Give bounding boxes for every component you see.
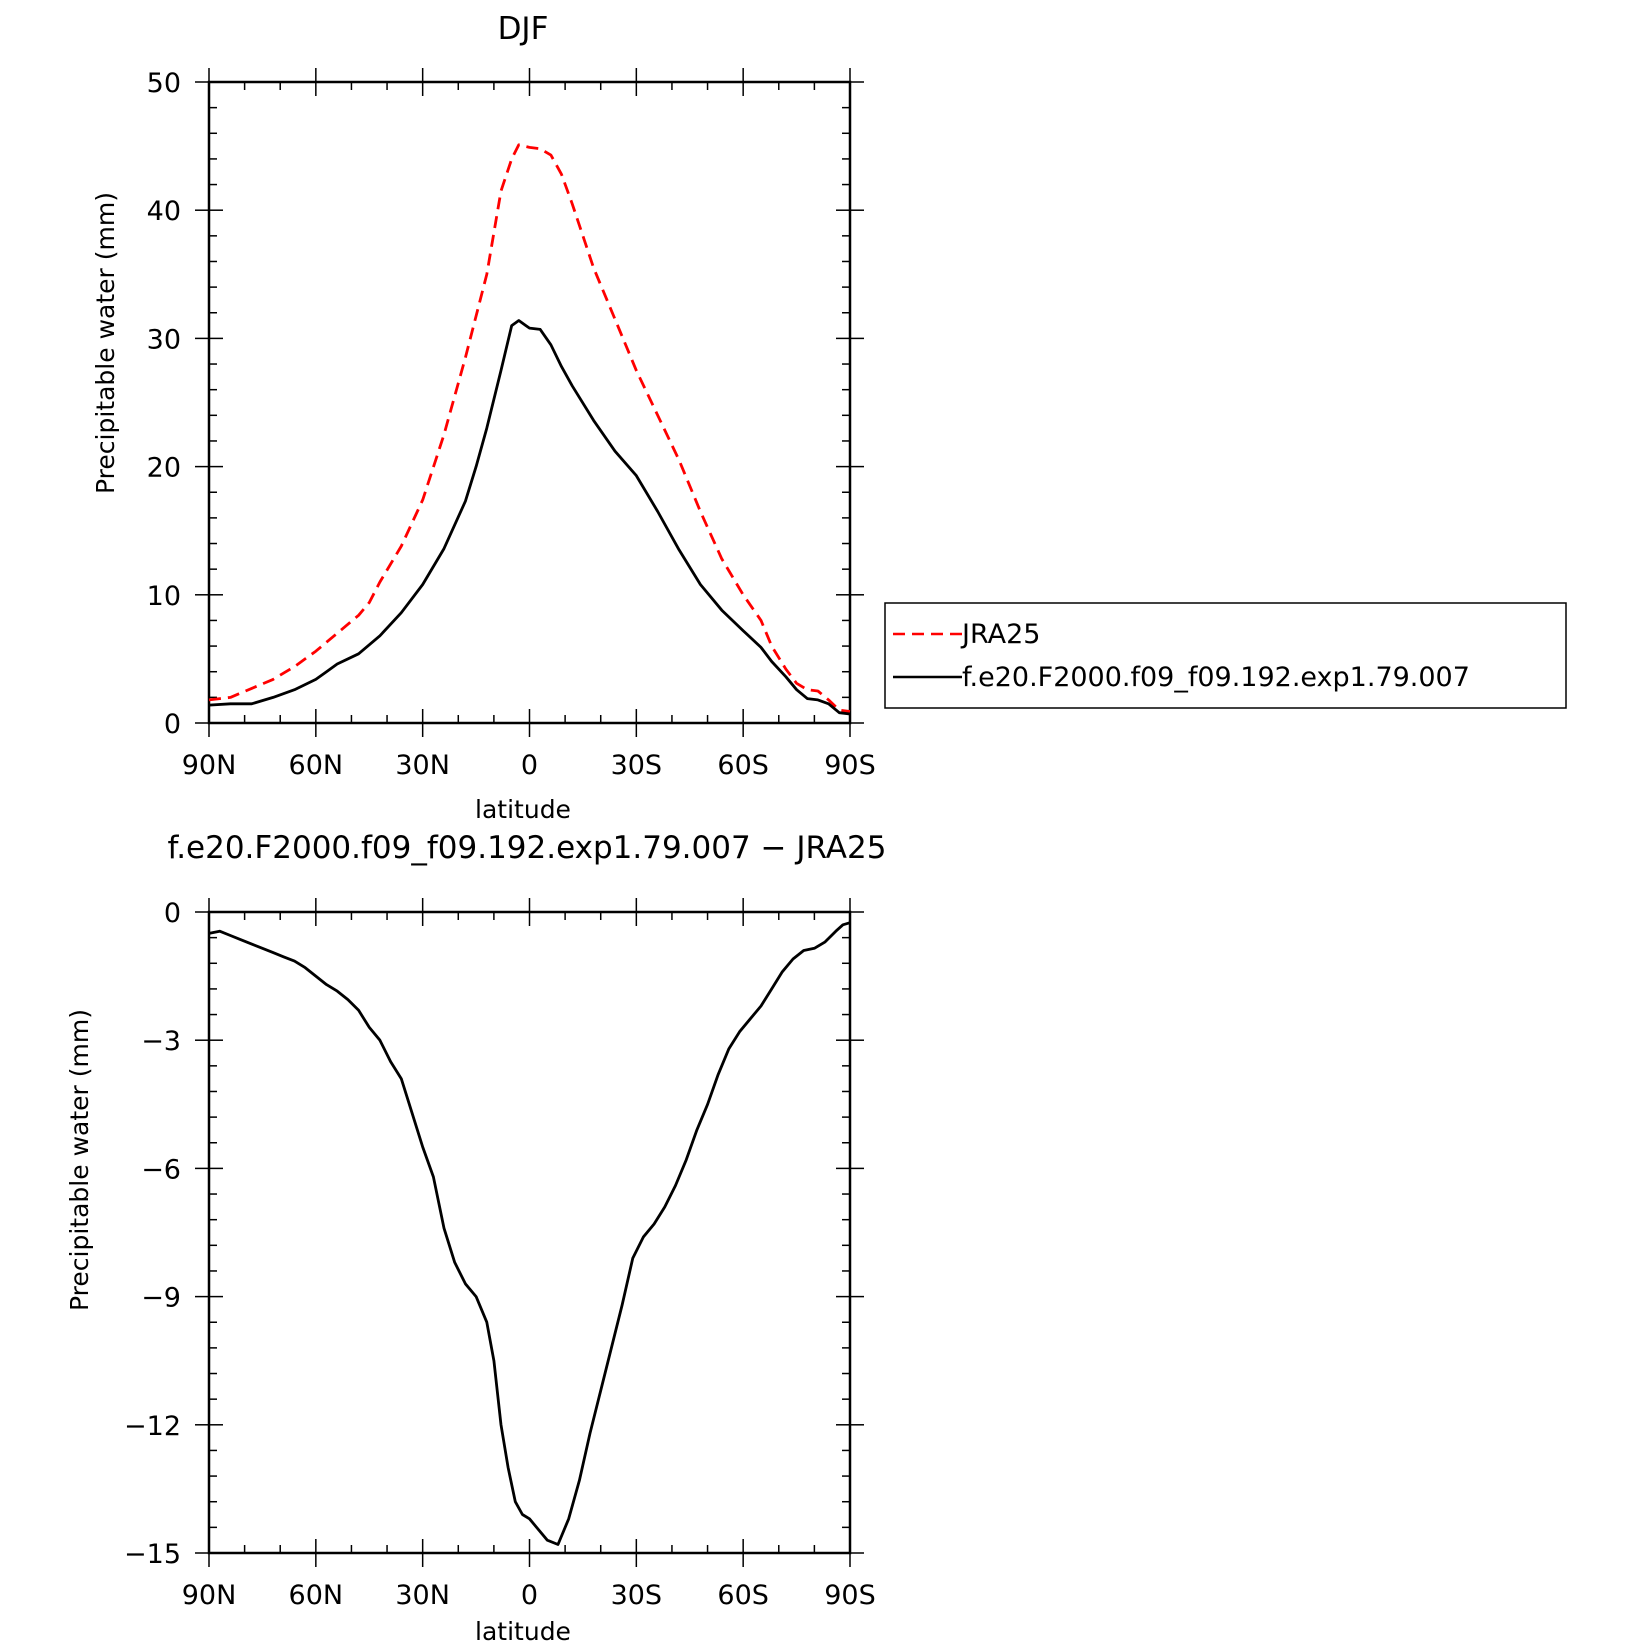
legend-box: [884, 602, 1567, 709]
plot-area: [207, 910, 852, 1555]
chart-title: f.e20.F2000.f09_f09.192.exp1.79.007 − JR…: [168, 830, 887, 866]
y-tick-label: −3: [141, 1026, 181, 1057]
series-line-model: [208, 921, 851, 1546]
axis-ticks: 90N 60N 30N 0 30S 60S 90S 0 −3 −6 −9 −12 −15: [124, 898, 876, 1611]
y-tick-label: 0: [164, 898, 181, 929]
difference-line-chart: f.e20.F2000.f09_f09.192.exp1.79.007 − JR…: [65, 830, 886, 1646]
x-tick-label: 90N: [182, 1580, 237, 1611]
axis-ticks: 90N 60N 30N 0 30S 60S 90S 0 10 20 30 40 50: [147, 68, 876, 781]
y-tick-label: −9: [141, 1283, 181, 1314]
x-tick-label: 90S: [824, 1580, 876, 1611]
djf-line-chart: DJF 90N 60N 30N 0 30S 60S 90S 0 10 20 30 40 50 latit…: [91, 11, 1567, 824]
x-axis-label: latitude: [475, 1617, 571, 1646]
y-tick-label: 0: [164, 709, 181, 740]
series-group: [208, 143, 851, 716]
x-tick-label: 30N: [395, 1580, 450, 1611]
x-tick-label: 30N: [395, 750, 450, 781]
x-tick-label: 60N: [289, 750, 344, 781]
x-tick-label: 0: [521, 1580, 538, 1611]
y-tick-label: 40: [147, 196, 181, 227]
plot-frame: [207, 910, 852, 1555]
legend: JRA25 f.e20.F2000.f09_f09.192.exp1.79.00…: [884, 602, 1567, 709]
plot-area: [207, 80, 852, 725]
y-tick-label: 10: [147, 581, 181, 612]
y-axis-label: Precipitable water (mm): [65, 1009, 94, 1311]
y-axis-label: Precipitable water (mm): [91, 192, 120, 494]
y-tick-label: 50: [147, 68, 181, 99]
x-tick-label: 30S: [611, 750, 663, 781]
y-tick-label: −6: [141, 1154, 181, 1185]
x-tick-label: 60S: [717, 750, 769, 781]
x-tick-label: 90N: [182, 750, 237, 781]
series-line-model: [208, 319, 851, 716]
x-tick-label: 60S: [717, 1580, 769, 1611]
x-tick-label: 90S: [824, 750, 876, 781]
x-tick-label: 0: [521, 750, 538, 781]
series-line-jra25: [208, 143, 851, 713]
plot-frame: [207, 80, 852, 725]
x-tick-label: 60N: [289, 1580, 344, 1611]
chart-title: DJF: [498, 11, 549, 47]
y-tick-label: −12: [124, 1411, 181, 1442]
series-group: [208, 921, 851, 1546]
y-tick-label: 30: [147, 324, 181, 355]
y-tick-label: 20: [147, 453, 181, 484]
legend-label-jra25: JRA25: [960, 619, 1040, 650]
legend-label-model: f.e20.F2000.f09_f09.192.exp1.79.007: [962, 662, 1470, 693]
y-tick-label: −15: [124, 1539, 181, 1570]
x-tick-label: 30S: [611, 1580, 663, 1611]
x-axis-label: latitude: [475, 795, 571, 824]
